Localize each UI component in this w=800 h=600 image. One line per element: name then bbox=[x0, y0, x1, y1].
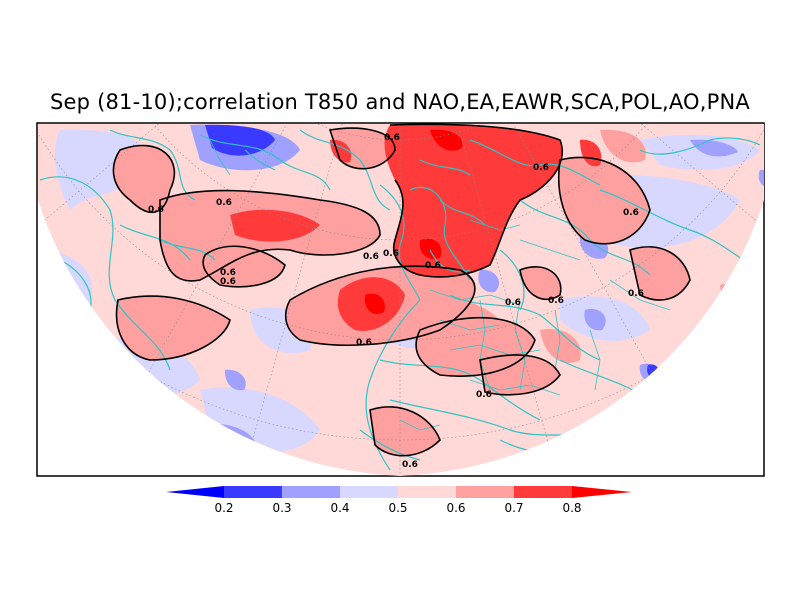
colorbar-segment bbox=[340, 486, 398, 498]
colorbar-arrow-high bbox=[572, 486, 632, 498]
contour-label: 0.6 bbox=[425, 261, 441, 271]
contour-06 bbox=[112, 123, 691, 457]
contour-labels: 0.6 0.6 0.6 0.6 0.6 0.6 0.6 0.6 0.6 0.6 … bbox=[148, 133, 644, 470]
colorbar-arrow-low bbox=[166, 486, 224, 498]
contour-label: 0.6 bbox=[628, 289, 644, 299]
colorbar-tick-label: 0.7 bbox=[504, 501, 523, 515]
contour-label: 0.6 bbox=[476, 390, 492, 400]
contour-label: 0.6 bbox=[505, 298, 521, 308]
contour-label: 0.6 bbox=[402, 460, 418, 470]
contour-label: 0.6 bbox=[533, 163, 549, 173]
colorbar-segment bbox=[456, 486, 514, 498]
colorbar-segment bbox=[514, 486, 572, 498]
colorbar-tick-label: 0.3 bbox=[272, 501, 291, 515]
contour-label: 0.6 bbox=[548, 296, 564, 306]
colorbar-segment bbox=[282, 486, 340, 498]
contour-label: 0.6 bbox=[356, 338, 372, 348]
colorbar-segment bbox=[398, 486, 456, 498]
figure-title: Sep (81-10);correlation T850 and NAO,EA,… bbox=[50, 90, 750, 114]
field-above-08 bbox=[364, 129, 463, 315]
contour-label: 0.6 bbox=[363, 252, 379, 262]
contour-label: 0.6 bbox=[383, 249, 399, 259]
colorbar-tick-label: 0.5 bbox=[388, 501, 407, 515]
colorbar-tick-label: 0.6 bbox=[446, 501, 465, 515]
colorbar-tick-label: 0.8 bbox=[562, 501, 581, 515]
contour-label: 0.6 bbox=[220, 277, 236, 287]
colorbar: 0.2 0.3 0.4 0.5 0.6 0.7 0.8 bbox=[166, 486, 632, 515]
contour-label: 0.6 bbox=[384, 133, 400, 143]
contour-label: 0.6 bbox=[623, 208, 639, 218]
contour-label: 0.6 bbox=[220, 268, 236, 278]
coastlines bbox=[39, 129, 761, 471]
colorbar-segment bbox=[224, 486, 282, 498]
contour-label: 0.6 bbox=[148, 205, 164, 215]
colorbar-tick-label: 0.4 bbox=[330, 501, 349, 515]
colorbar-tick-label: 0.2 bbox=[214, 501, 233, 515]
contour-label: 0.6 bbox=[216, 198, 232, 208]
